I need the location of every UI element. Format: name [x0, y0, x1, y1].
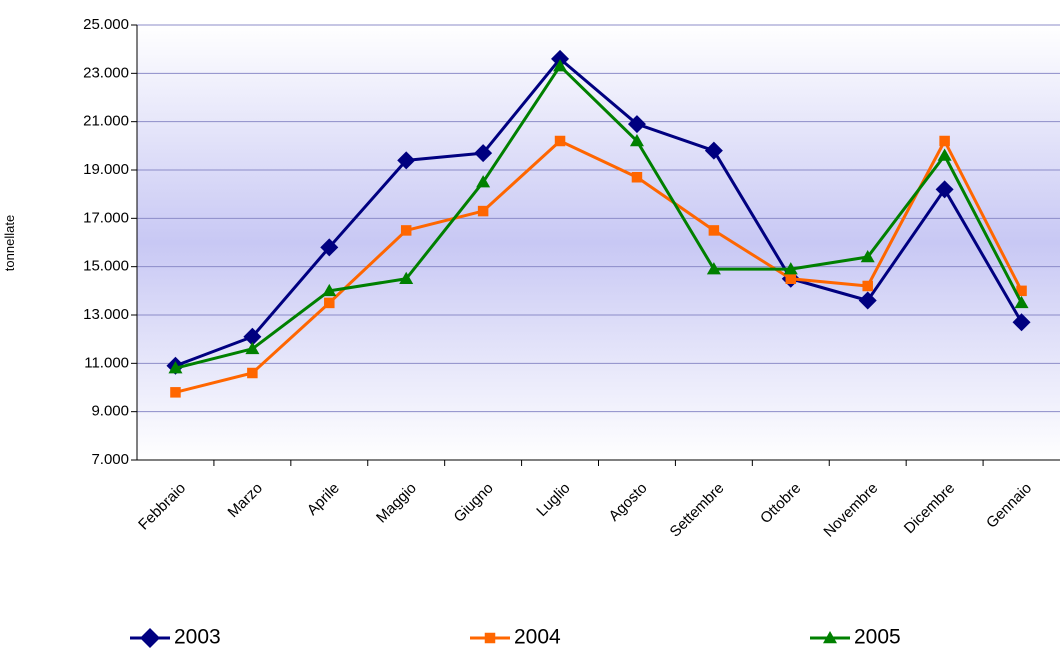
marker: [324, 297, 335, 309]
marker: [785, 273, 797, 284]
x-tick-label: Ottobre: [757, 480, 804, 527]
marker: [247, 367, 258, 379]
line: [175, 64, 1023, 370]
y-tick-label: 21.000: [83, 113, 129, 130]
marker: [937, 148, 952, 161]
legend-marker: [484, 632, 496, 644]
y-tick-label: 9.000: [91, 403, 129, 420]
legend-marker: [140, 628, 160, 648]
y-tick-label: 15.000: [83, 258, 129, 275]
marker: [1014, 295, 1029, 309]
x-tick-label: Luglio: [533, 480, 573, 520]
x-tick-label: Agosto: [606, 480, 651, 525]
legend-label: 2005: [854, 626, 901, 649]
marker: [631, 172, 643, 183]
marker: [477, 205, 489, 217]
marker: [627, 115, 646, 134]
marker: [706, 262, 721, 275]
y-tick-label: 23.000: [83, 64, 129, 81]
marker: [476, 175, 491, 188]
legend-label: 2003: [174, 626, 221, 649]
x-tick-label: Gennaio: [983, 480, 1035, 532]
legend-marker: [823, 631, 837, 644]
marker: [783, 262, 798, 275]
marker: [860, 250, 875, 263]
marker: [862, 280, 873, 292]
marker: [397, 151, 416, 170]
marker: [939, 135, 950, 147]
y-tick-label: 7.000: [91, 451, 129, 468]
y-tick-label: 25.000: [83, 16, 129, 33]
marker: [170, 387, 181, 398]
series: [168, 59, 1029, 374]
marker: [245, 341, 260, 355]
x-tick-label: Dicembre: [901, 480, 958, 537]
y-axis-title: tonnellate: [2, 215, 17, 271]
x-tick-label: Marzo: [225, 480, 266, 521]
x-tick-label: Maggio: [373, 480, 420, 527]
marker: [629, 134, 644, 147]
series: [170, 135, 1027, 398]
line: [174, 57, 1023, 368]
y-tick-label: 17.000: [83, 209, 129, 226]
y-tick-label: 19.000: [83, 161, 129, 178]
marker: [704, 141, 723, 160]
series: [166, 49, 1031, 375]
x-tick-label: Giugno: [451, 480, 497, 526]
y-tick-label: 11.000: [84, 354, 129, 371]
line: [175, 139, 1023, 394]
x-tick-label: Febbraio: [135, 480, 189, 534]
marker: [320, 238, 339, 257]
marker: [322, 283, 337, 297]
marker: [554, 135, 566, 147]
x-tick-label: Novembre: [820, 480, 881, 541]
marker: [935, 180, 954, 199]
marker: [399, 271, 414, 284]
marker: [553, 59, 568, 72]
x-tick-label: Settembre: [667, 480, 728, 541]
marker: [708, 225, 720, 236]
marker: [1012, 313, 1031, 332]
y-tick-label: 13.000: [83, 306, 129, 323]
marker: [474, 144, 493, 163]
marker: [168, 361, 183, 374]
x-tick-label: Aprile: [304, 480, 343, 519]
marker: [858, 291, 877, 310]
marker: [400, 225, 412, 236]
legend-label: 2004: [514, 626, 561, 649]
marker: [551, 49, 570, 68]
marker: [1016, 285, 1027, 297]
marker: [243, 327, 262, 346]
